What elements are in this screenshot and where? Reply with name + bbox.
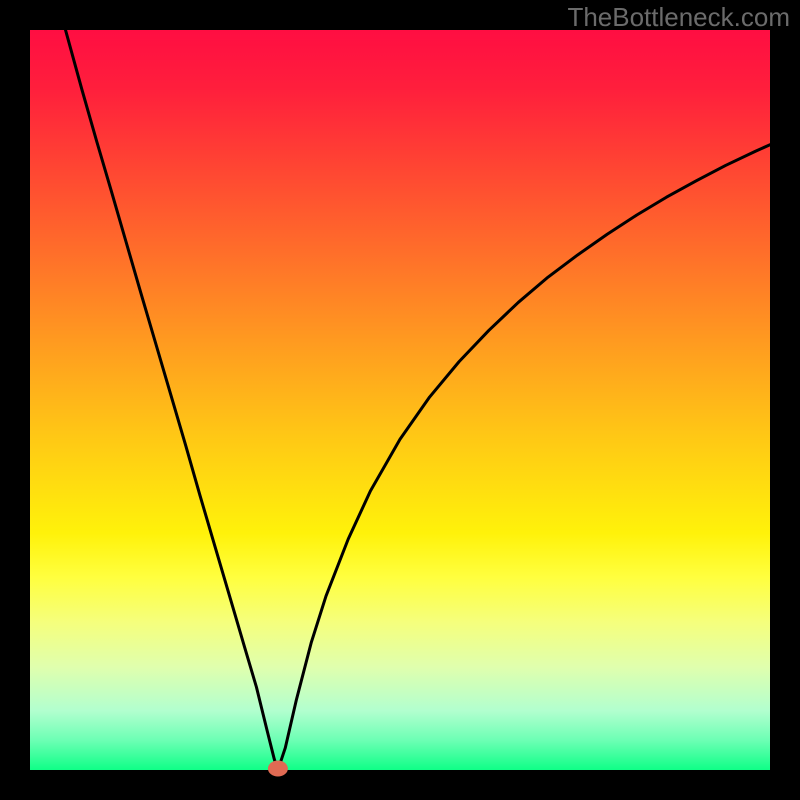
chart-container: TheBottleneck.com: [0, 0, 800, 800]
bottleneck-chart-svg: [0, 0, 800, 800]
gradient-plot-area: [30, 30, 770, 770]
optimal-point-marker: [268, 761, 288, 777]
